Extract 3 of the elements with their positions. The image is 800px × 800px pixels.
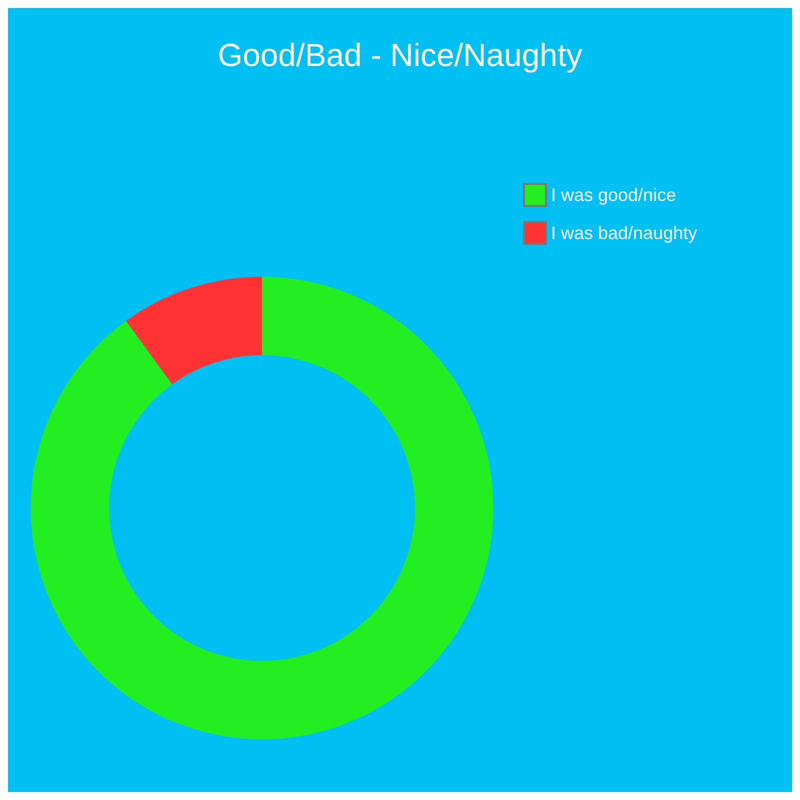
legend-label: I was bad/naughty — [551, 223, 698, 243]
chart-title: Good/Bad - Nice/Naughty — [218, 37, 582, 73]
legend-label: I was good/nice — [551, 185, 676, 205]
